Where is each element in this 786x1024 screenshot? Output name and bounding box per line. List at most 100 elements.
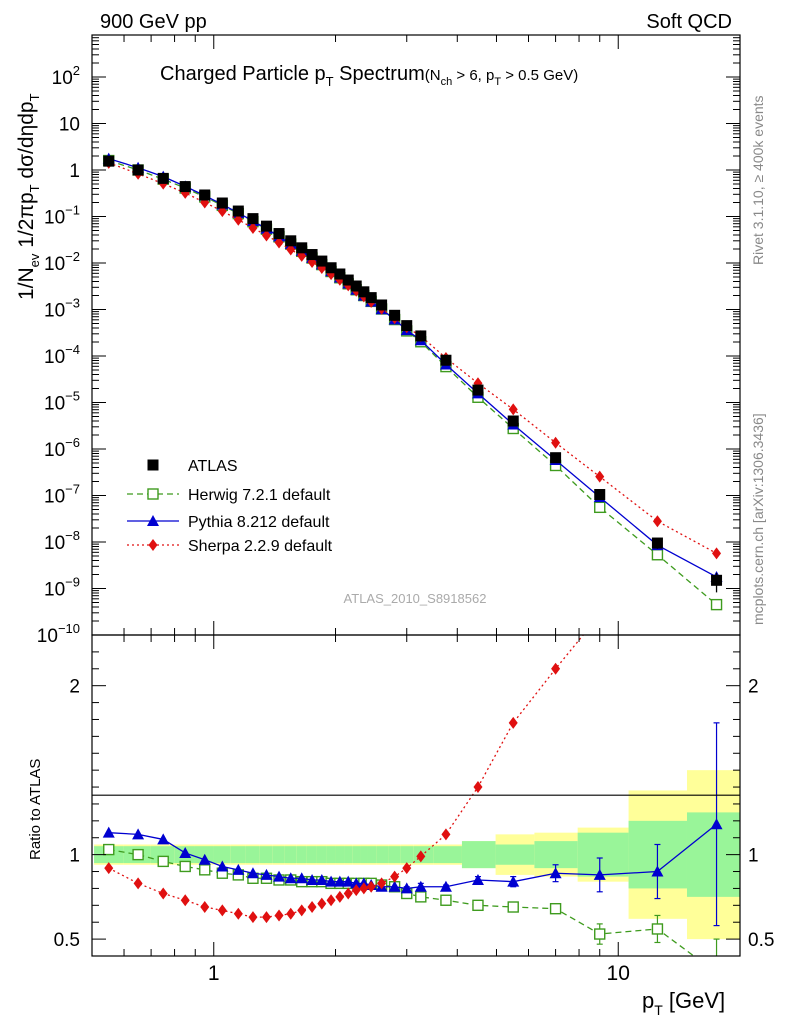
herwig-point-top (651, 549, 664, 561)
pythia-point-ratio (414, 880, 427, 892)
band-inner-bin (534, 841, 578, 869)
pythia-point-ratio (306, 873, 319, 885)
sherpa-point-ratio (233, 907, 243, 920)
sherpa-point-top (261, 229, 271, 242)
pythia-point-ratio (295, 872, 308, 884)
y-tick-label: 10−2 (44, 249, 80, 275)
band-inner-bin (433, 846, 462, 864)
band-inner-bin (360, 846, 368, 864)
herwig-point-ratio (472, 899, 484, 912)
pythia-point-ratio (400, 882, 413, 894)
pythia-point-ratio (315, 873, 328, 885)
sherpa-point-top (595, 470, 605, 483)
band-inner-bin (335, 846, 345, 864)
sherpa-point-ratio (441, 828, 451, 841)
atlas-point (342, 274, 354, 286)
band-inner-bin (400, 846, 414, 864)
sherpa-point-ratio (297, 904, 307, 917)
herwig-point-ratio (132, 848, 144, 861)
sherpa-point-ratio (307, 901, 317, 914)
ratio-tick-label-right: 0.5 (748, 930, 774, 951)
sherpa-point-top (248, 221, 258, 234)
header-right: Soft QCD (646, 11, 732, 33)
atlas-point (232, 205, 244, 217)
pythia-point-ratio (198, 853, 211, 865)
x-axis-label: pT [GeV] (642, 988, 725, 1018)
atlas-point (651, 537, 663, 549)
side-mcplots: mcplots.cern.ch [arXiv:1306.3436] (750, 413, 766, 625)
pythia-point-ratio (342, 875, 355, 887)
band-inner-bin (376, 846, 389, 864)
band-inner-bin (577, 832, 629, 877)
sherpa-point-ratio (335, 890, 345, 903)
legend-herwig-marker (147, 488, 159, 500)
band-inner-bin (461, 841, 496, 869)
pythia-point-ratio (325, 875, 338, 887)
pythia-point-ratio (593, 868, 606, 880)
legend-pythia-marker (147, 515, 159, 526)
pythia-point-ratio (710, 818, 723, 830)
sherpa-point-top (551, 436, 561, 449)
sherpa-point-ratio (416, 850, 426, 863)
atlas-point (550, 452, 562, 464)
pythia-point-ratio (388, 880, 401, 892)
pythia-point-ratio (549, 867, 562, 879)
sherpa-point-top (652, 515, 662, 528)
atlas-point (594, 489, 606, 501)
y-tick-label: 10−8 (44, 528, 80, 554)
herwig-point-ratio (157, 855, 169, 868)
y-tick-label: 10−1 (44, 202, 80, 228)
pythia-point-ratio (651, 865, 664, 877)
atlas-point (273, 228, 285, 240)
y-axis-label: 1/Nev 1/2πpT dσ/dηdpT (15, 93, 42, 300)
atlas-point (285, 235, 297, 247)
atlas-point (389, 309, 401, 321)
y-tick-label: 10−9 (44, 574, 80, 600)
analysis-tag: ATLAS_2010_S8918562 (344, 591, 487, 606)
atlas-point (507, 415, 519, 427)
legend: ATLAS Herwig 7.2.1 default Pythia 8.212 de… (127, 458, 333, 555)
atlas-point (325, 262, 337, 274)
atlas-point (199, 189, 211, 201)
herwig-point-ratio (199, 864, 211, 876)
atlas-point (132, 164, 144, 176)
sherpa-point-top (233, 213, 243, 226)
atlas-point (440, 354, 452, 366)
band-inner-bin (367, 846, 377, 864)
atlas-point (179, 181, 191, 193)
sherpa-point-ratio (248, 911, 258, 924)
sherpa-point-ratio (104, 862, 114, 875)
pythia-point-ratio (102, 826, 115, 838)
sherpa-point-ratio (359, 882, 369, 895)
legend-sherpa-marker (148, 539, 158, 551)
y-tick-label: 10−5 (44, 388, 80, 414)
pythia-point-ratio (333, 875, 346, 887)
legend-pythia-label: Pythia 8.212 default (188, 514, 330, 531)
sherpa-point-ratio (366, 880, 376, 893)
atlas-point (260, 220, 272, 232)
pythia-point-ratio (179, 846, 192, 858)
band-inner-bin (352, 846, 361, 864)
pythia-point-ratio (246, 867, 259, 879)
herwig-point-top (594, 501, 606, 514)
sherpa-point-ratio (133, 877, 143, 890)
pythia-point-ratio (260, 868, 273, 880)
header-left: 900 GeV pp (100, 11, 207, 33)
pythia-point-ratio (284, 872, 297, 884)
pythia-point-ratio (232, 863, 245, 875)
atlas-point (358, 286, 370, 298)
y-tick-label: 10−4 (44, 342, 80, 368)
atlas-point (415, 330, 427, 342)
atlas-point (365, 292, 377, 304)
y-tick-label: 10−10 (37, 621, 80, 647)
y-tick-label: 10 (59, 114, 80, 135)
sherpa-point-ratio (200, 901, 210, 914)
legend-atlas-marker (147, 459, 159, 471)
y-tick-label: 102 (52, 63, 80, 89)
sherpa-point-ratio (217, 904, 227, 917)
band-inner-bin (213, 846, 231, 864)
atlas-point (103, 155, 115, 167)
band-inner-bin (388, 846, 401, 864)
sherpa-point-ratio (274, 909, 284, 922)
